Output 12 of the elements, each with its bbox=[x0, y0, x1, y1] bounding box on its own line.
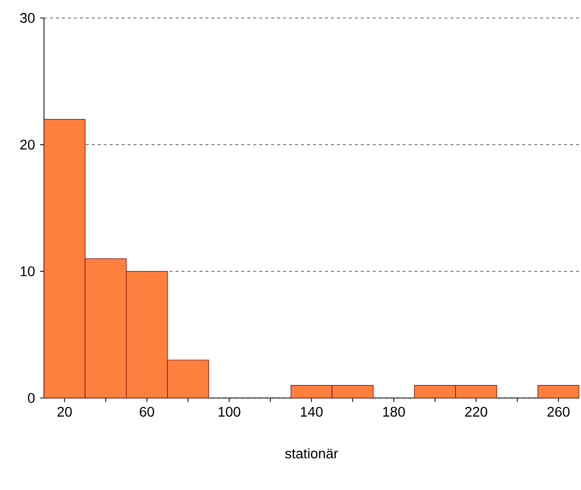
x-tick-label: 140 bbox=[300, 406, 323, 417]
y-tick-label: 0 bbox=[28, 393, 35, 403]
x-tick-label: 180 bbox=[383, 406, 405, 417]
x-axis-title: stationär bbox=[285, 448, 338, 458]
y-tick-label: 10 bbox=[20, 266, 35, 276]
x-tick-label: 220 bbox=[465, 406, 488, 417]
y-tick-label: 20 bbox=[20, 140, 35, 150]
y-tick-label: 30 bbox=[20, 13, 35, 23]
x-tick-label: 20 bbox=[58, 406, 72, 417]
x-tick-label: 100 bbox=[218, 406, 240, 417]
x-tick-label: 60 bbox=[140, 406, 154, 417]
x-tick-label: 260 bbox=[547, 406, 570, 417]
